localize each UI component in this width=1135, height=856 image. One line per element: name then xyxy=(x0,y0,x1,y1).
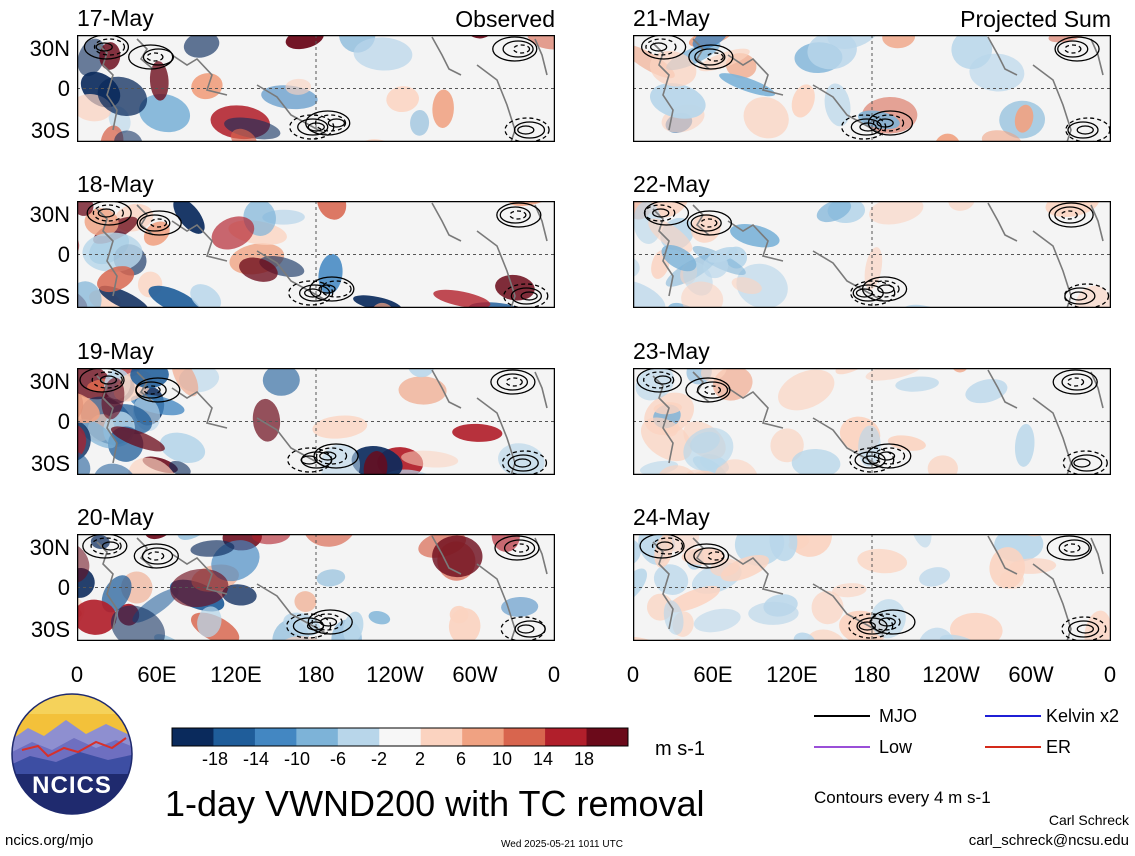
colorbar-tick: -14 xyxy=(242,749,269,769)
colorbar-swatch xyxy=(296,728,339,746)
lon-label-120e: 120E xyxy=(766,662,818,687)
projected-panel-2: 22-May xyxy=(583,28,1112,474)
observed-label: Observed xyxy=(455,6,555,32)
colorbar-tick: -18 xyxy=(201,749,228,769)
lat-label-eq: 0 xyxy=(57,409,70,434)
lon-label-0: 0 xyxy=(626,662,640,687)
observed-panel-3: 19-May xyxy=(44,123,556,636)
lon-label-120e: 120E xyxy=(210,662,262,687)
colorbar-tick: -6 xyxy=(329,749,346,769)
panel-date: 24-May xyxy=(633,504,710,530)
legend-label-mjo: MJO xyxy=(879,706,917,726)
colorbar-tick: -2 xyxy=(370,749,387,769)
colorbar xyxy=(171,727,629,747)
lon-label-120w: 120W xyxy=(366,662,424,687)
legend-line-low xyxy=(814,746,870,748)
colorbar-tick: 10 xyxy=(491,749,513,769)
legend-line-er xyxy=(985,746,1041,748)
lat-label-30n: 30N xyxy=(29,535,70,560)
lat-label-30n: 30N xyxy=(29,202,70,227)
lon-label-180: 180 xyxy=(853,662,891,687)
colorbar-swatch xyxy=(503,728,546,746)
colorbar-tick: 6 xyxy=(455,749,466,769)
anomaly-map xyxy=(9,313,556,847)
lon-label-0: 0 xyxy=(70,662,84,687)
colorbar-units: m s-1 xyxy=(655,738,705,760)
legend-label-kelvin: Kelvin x2 xyxy=(1046,706,1120,726)
lat-label-30s: 30S xyxy=(30,617,70,642)
lon-label-180: 180 xyxy=(297,662,335,687)
ncics-logo[interactable]: NCICS xyxy=(8,690,136,818)
colorbar-swatch xyxy=(254,728,297,746)
panel-date: 23-May xyxy=(633,338,710,364)
anomaly-map xyxy=(44,123,556,636)
timestamp: Wed 2025-05-21 1011 UTC xyxy=(501,839,623,850)
lon-label-60e: 60E xyxy=(137,662,177,687)
lat-label-eq: 0 xyxy=(57,76,70,101)
legend-label-er: ER xyxy=(1046,737,1072,757)
panel-date: 22-May xyxy=(633,171,710,197)
anomaly-map xyxy=(583,28,1112,474)
lon-label-60e: 60E xyxy=(693,662,733,687)
author-email[interactable]: carl_schreck@ncsu.edu xyxy=(968,832,1129,849)
author-name: Carl Schreck xyxy=(1048,812,1129,828)
lat-label-30n: 30N xyxy=(29,36,70,61)
anomaly-map xyxy=(32,0,556,511)
lon-label-60w: 60W xyxy=(1008,662,1054,687)
panel-date: 20-May xyxy=(77,504,154,530)
anomaly-map xyxy=(615,391,1112,856)
projected-panel-4: 24-May xyxy=(615,391,1112,856)
colorbar-swatch xyxy=(337,728,380,746)
contour-note: Contours every 4 m s-1 xyxy=(814,788,991,807)
lat-label-30s: 30S xyxy=(30,451,70,476)
colorbar-swatch xyxy=(420,728,463,746)
colorbar-swatch xyxy=(462,728,505,746)
lon-label-120w: 120W xyxy=(922,662,980,687)
anomaly-map xyxy=(603,148,1112,723)
lon-label-0: 0 xyxy=(547,662,561,687)
logo-text: NCICS xyxy=(32,772,112,799)
colorbar-swatch xyxy=(545,728,588,746)
colorbar-swatch xyxy=(586,728,629,746)
site-link[interactable]: ncics.org/mjo xyxy=(5,832,94,849)
colorbar-tick: 18 xyxy=(573,749,595,769)
panel-date: 18-May xyxy=(77,171,154,197)
lat-label-eq: 0 xyxy=(57,242,70,267)
colorbar-swatch xyxy=(379,728,422,746)
main-title: 1-day VWND200 with TC removal xyxy=(165,783,705,824)
legend-line-mjo xyxy=(814,715,870,717)
projected-panel-3: 23-May xyxy=(603,148,1112,723)
anomaly-map xyxy=(30,0,585,352)
legend-line-kelvin xyxy=(985,715,1041,717)
panel-date: 17-May xyxy=(77,5,154,31)
colorbar-tick: -10 xyxy=(283,749,310,769)
observed-panel-2: 18-May xyxy=(32,0,556,511)
colorbar-tick: 2 xyxy=(414,749,425,769)
projected-label: Projected Sum xyxy=(960,6,1111,32)
lat-label-30s: 30S xyxy=(30,284,70,309)
colorbar-swatch xyxy=(213,728,256,746)
panel-date: 21-May xyxy=(633,5,710,31)
lat-label-30s: 30S xyxy=(30,118,70,143)
lon-label-0: 0 xyxy=(1103,662,1117,687)
lon-label-60w: 60W xyxy=(452,662,498,687)
colorbar-swatch xyxy=(172,728,214,746)
legend-label-low: Low xyxy=(879,737,913,757)
projected-panel-1: 21-May Projected Sum xyxy=(622,0,1112,378)
panel-date: 19-May xyxy=(77,338,154,364)
colorbar-tick: 14 xyxy=(532,749,554,769)
observed-panel-1: 17-May Observed xyxy=(30,0,585,352)
lat-label-30n: 30N xyxy=(29,369,70,394)
anomaly-map xyxy=(622,0,1112,378)
observed-panel-4: 20-May xyxy=(9,313,556,847)
lat-label-eq: 0 xyxy=(57,575,70,600)
